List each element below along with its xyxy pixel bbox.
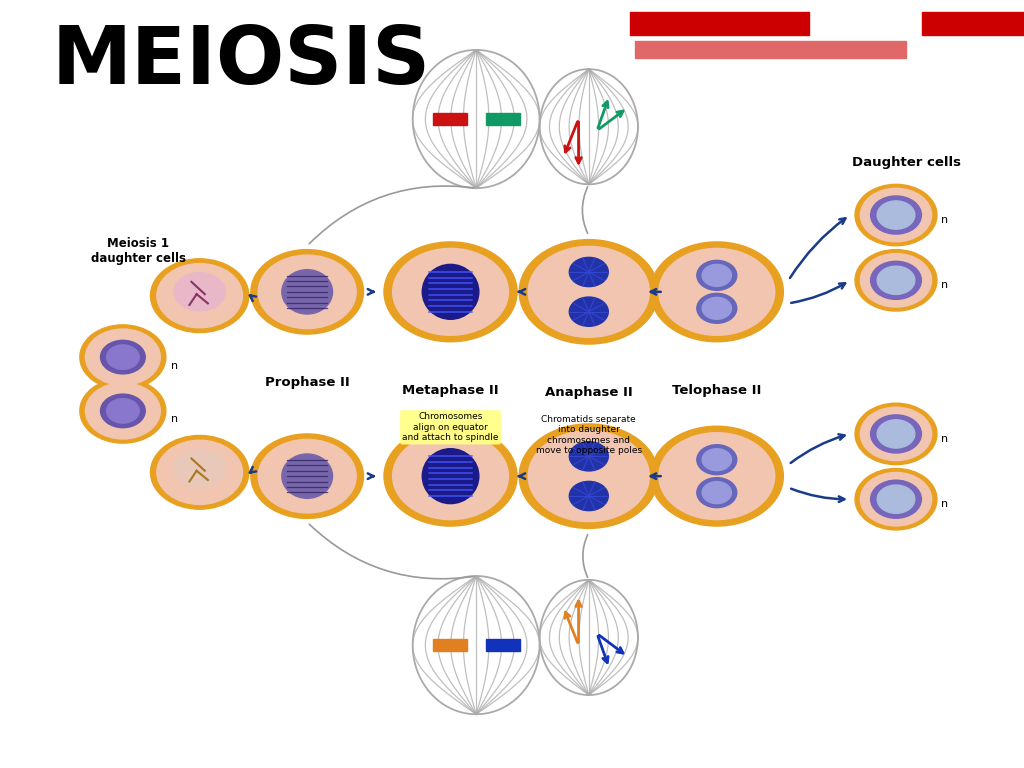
- Ellipse shape: [282, 454, 333, 498]
- Text: n: n: [941, 434, 948, 444]
- Circle shape: [696, 478, 736, 508]
- Text: n: n: [941, 215, 948, 225]
- Circle shape: [392, 432, 509, 520]
- Circle shape: [860, 188, 932, 242]
- Text: Chromatids separate
into daughter
chromosomes and
move to opposite poles: Chromatids separate into daughter chromo…: [536, 415, 642, 455]
- Circle shape: [569, 482, 608, 511]
- Circle shape: [860, 407, 932, 461]
- Circle shape: [174, 273, 225, 311]
- Circle shape: [106, 399, 139, 423]
- Text: n: n: [941, 499, 948, 509]
- Circle shape: [519, 240, 658, 344]
- Circle shape: [106, 345, 139, 369]
- Circle shape: [878, 420, 914, 448]
- Circle shape: [251, 250, 364, 334]
- Circle shape: [258, 439, 356, 513]
- Text: Prophase II: Prophase II: [265, 376, 349, 389]
- Ellipse shape: [422, 449, 479, 504]
- Circle shape: [870, 415, 922, 453]
- Text: MEIOSIS: MEIOSIS: [51, 23, 430, 101]
- Text: n: n: [941, 280, 948, 290]
- Circle shape: [100, 394, 145, 428]
- Circle shape: [870, 196, 922, 234]
- Circle shape: [384, 242, 517, 342]
- Circle shape: [702, 297, 731, 319]
- Circle shape: [251, 434, 364, 518]
- Circle shape: [855, 250, 937, 311]
- Circle shape: [528, 431, 649, 521]
- Circle shape: [85, 329, 161, 386]
- Circle shape: [855, 468, 937, 530]
- Text: Anaphase II: Anaphase II: [545, 386, 633, 399]
- Text: Daughter cells: Daughter cells: [852, 156, 961, 169]
- Text: Metaphase II: Metaphase II: [402, 384, 499, 397]
- Circle shape: [650, 242, 783, 342]
- Circle shape: [658, 248, 775, 336]
- Circle shape: [860, 472, 932, 526]
- Ellipse shape: [422, 264, 479, 319]
- Bar: [922, 12, 1024, 35]
- Bar: [433, 113, 467, 125]
- Circle shape: [258, 255, 356, 329]
- Circle shape: [157, 263, 243, 328]
- Circle shape: [860, 253, 932, 307]
- Circle shape: [519, 424, 658, 528]
- Circle shape: [174, 449, 225, 488]
- Bar: [486, 639, 520, 651]
- Bar: [635, 41, 906, 58]
- Circle shape: [702, 482, 731, 504]
- Text: n: n: [171, 415, 178, 425]
- Circle shape: [151, 259, 249, 333]
- Circle shape: [878, 485, 914, 513]
- Circle shape: [569, 257, 608, 286]
- Circle shape: [870, 480, 922, 518]
- Circle shape: [80, 379, 166, 443]
- Circle shape: [696, 445, 736, 475]
- Circle shape: [100, 340, 145, 374]
- Circle shape: [151, 435, 249, 509]
- Circle shape: [569, 297, 608, 326]
- Bar: [630, 12, 809, 35]
- Bar: [486, 113, 520, 125]
- Circle shape: [855, 184, 937, 246]
- Circle shape: [157, 440, 243, 505]
- Text: n: n: [171, 361, 178, 371]
- Bar: [433, 639, 467, 651]
- Text: Meiosis 1
daughter cells: Meiosis 1 daughter cells: [91, 237, 185, 265]
- Circle shape: [878, 266, 914, 294]
- Circle shape: [696, 260, 736, 290]
- Ellipse shape: [282, 270, 333, 314]
- Text: Chromosomes
align on equator
and attach to spindle: Chromosomes align on equator and attach …: [402, 412, 499, 442]
- Circle shape: [384, 426, 517, 526]
- Circle shape: [702, 449, 731, 471]
- Circle shape: [650, 426, 783, 526]
- Circle shape: [392, 248, 509, 336]
- Circle shape: [702, 264, 731, 286]
- Circle shape: [528, 247, 649, 337]
- Circle shape: [85, 382, 161, 439]
- Circle shape: [658, 432, 775, 520]
- Circle shape: [870, 261, 922, 300]
- Circle shape: [569, 442, 608, 471]
- Circle shape: [80, 325, 166, 389]
- Circle shape: [855, 403, 937, 465]
- Circle shape: [878, 201, 914, 229]
- Text: Telophase II: Telophase II: [672, 384, 762, 397]
- Circle shape: [696, 293, 736, 323]
